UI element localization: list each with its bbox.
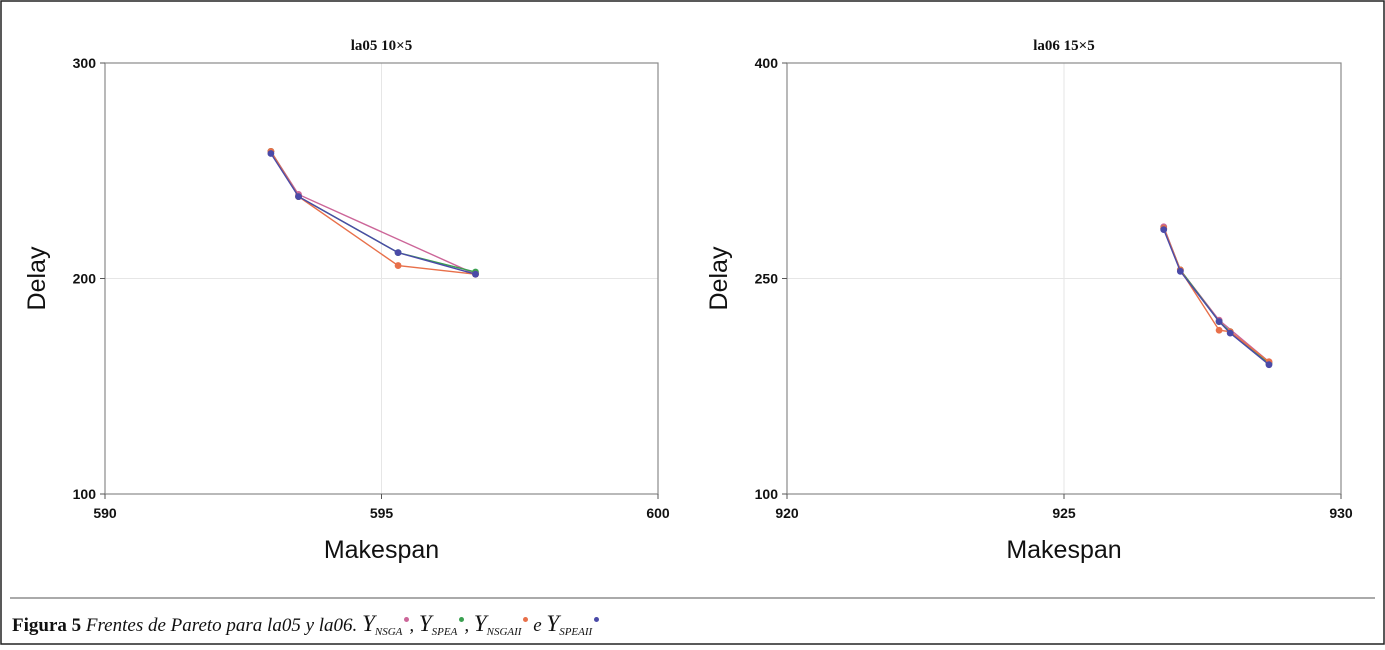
data-point [1160,226,1168,234]
series-y-spea [1160,224,1273,367]
legend-conjunction: e [528,615,542,636]
series-line [270,153,476,275]
series-y-nsga [1160,223,1273,366]
y-axis-label: Delay [705,246,733,310]
series-y-speaii [267,150,479,278]
x-tick-label: 590 [93,505,117,521]
chart-title: la06 15×5 [1033,38,1094,54]
legend-sub: NSGAII [486,626,522,638]
figure-caption: Figura 5 Frentes de Pareto para la05 y l… [12,611,600,638]
data-point [472,270,479,278]
data-point [1215,326,1223,334]
legend-sub: SPEA [431,626,458,638]
legend-color-dot [459,617,465,622]
data-point [267,150,275,157]
series-y-nsga [267,147,479,278]
legend-entry: YSPEA, [414,611,470,638]
series-y-nsgaii [1160,224,1273,366]
series-line [1163,227,1270,363]
chart-title: la05 10×5 [351,38,412,54]
legend-var: Y [546,611,560,636]
y-tick-label: 100 [73,486,97,502]
chart-panel-2: 920 925 930 100 250 400 la06 15×5 Makespan Delay [705,38,1353,564]
legend-color-dot [523,617,529,622]
y-tick-label: 200 [73,271,97,287]
legend-sub: SPEAII [559,626,593,638]
x-tick-label: 595 [370,505,394,521]
data-point [295,193,302,201]
y-tick-label: 400 [755,55,779,71]
y-tick-label: 100 [755,486,779,502]
legend-color-dot [404,617,410,622]
data-point [1176,267,1184,275]
series-line [1163,229,1270,366]
legend-entry: YNSGAII e [469,611,542,638]
y-tick-label: 250 [755,271,779,287]
series-y-nsgaii [267,147,479,278]
legend-var: Y [362,611,375,636]
x-tick-label: 600 [646,505,670,521]
series-line [270,150,476,275]
legend-entry: YNSGA, [362,611,415,638]
legend-sub: NSGA [374,626,403,638]
legend-var: Y [418,611,432,636]
x-tick-label: 920 [775,505,799,521]
data-point [394,249,402,257]
y-axis-label: Delay [23,246,51,310]
caption-label: Figura 5 [12,615,82,636]
series-line [270,150,476,275]
x-tick-label: 925 [1052,505,1076,521]
x-axis-label: Makespan [1006,536,1121,564]
data-point [1215,318,1223,325]
series-y-spea [267,147,479,276]
series-line [1163,226,1270,363]
data-point [1226,329,1234,337]
series-y-speaii [1160,226,1273,369]
chart-panel-1: 590 595 600 100 200 300 la05 10×5 Makespan Delay [23,38,670,564]
legend-separator: , [464,615,470,636]
x-tick-label: 930 [1329,505,1353,521]
legend-var: Y [473,611,487,636]
legend-separator: , [409,615,415,636]
legend-color-dot [594,617,600,622]
caption-text: Frentes de Pareto para la05 y la06. [85,615,358,636]
data-point [1265,361,1273,369]
x-axis-label: Makespan [324,536,439,564]
caption-legend: YNSGA, YSPEA, YNSGAII e YSPEAII [362,611,600,638]
series-line [270,150,476,273]
legend-entry: YSPEAII [542,611,600,638]
series-line [1163,227,1270,364]
y-tick-label: 300 [73,55,97,71]
data-point [394,262,402,269]
